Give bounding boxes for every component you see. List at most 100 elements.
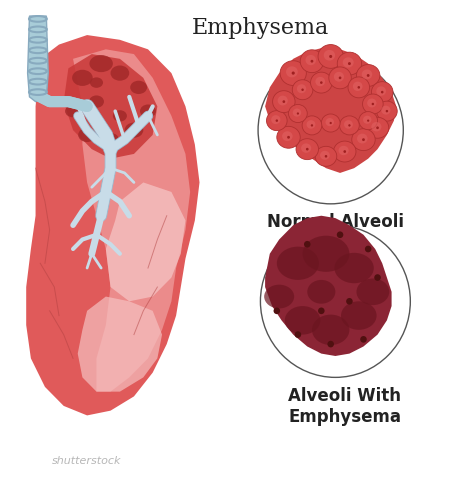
Ellipse shape	[277, 247, 319, 280]
Ellipse shape	[318, 46, 343, 69]
Circle shape	[295, 332, 301, 338]
Ellipse shape	[320, 152, 330, 160]
Ellipse shape	[326, 119, 334, 127]
Polygon shape	[27, 17, 48, 102]
Ellipse shape	[306, 56, 316, 66]
Ellipse shape	[72, 71, 93, 87]
Polygon shape	[73, 50, 190, 392]
Ellipse shape	[296, 139, 319, 160]
Ellipse shape	[366, 118, 389, 139]
Ellipse shape	[356, 279, 389, 305]
Text: Normal Alveoli: Normal Alveoli	[267, 213, 404, 231]
Circle shape	[348, 125, 351, 127]
Ellipse shape	[90, 78, 103, 89]
Ellipse shape	[352, 130, 375, 151]
Circle shape	[311, 125, 313, 127]
Circle shape	[357, 87, 360, 89]
Ellipse shape	[289, 105, 307, 123]
Circle shape	[275, 120, 278, 122]
Circle shape	[292, 72, 295, 75]
Circle shape	[374, 275, 381, 281]
Ellipse shape	[329, 68, 351, 90]
Circle shape	[376, 127, 379, 130]
Polygon shape	[106, 183, 185, 301]
Ellipse shape	[293, 109, 301, 118]
Circle shape	[367, 120, 369, 122]
Ellipse shape	[110, 66, 129, 82]
Ellipse shape	[376, 87, 386, 96]
Text: Emphysema: Emphysema	[192, 17, 329, 39]
Ellipse shape	[273, 92, 295, 113]
Circle shape	[283, 101, 285, 104]
Ellipse shape	[90, 56, 113, 73]
Ellipse shape	[307, 121, 315, 130]
Ellipse shape	[357, 134, 367, 144]
Circle shape	[320, 82, 323, 85]
Ellipse shape	[292, 81, 313, 100]
Ellipse shape	[335, 253, 374, 284]
Ellipse shape	[372, 83, 393, 103]
Ellipse shape	[102, 134, 119, 147]
Ellipse shape	[353, 83, 363, 92]
Ellipse shape	[377, 102, 397, 122]
Circle shape	[306, 148, 309, 151]
Ellipse shape	[280, 61, 306, 86]
Ellipse shape	[381, 107, 391, 115]
Ellipse shape	[334, 72, 344, 83]
Polygon shape	[265, 216, 392, 356]
Circle shape	[329, 122, 332, 125]
Ellipse shape	[89, 96, 104, 108]
Ellipse shape	[302, 117, 322, 136]
Circle shape	[343, 151, 346, 154]
Circle shape	[273, 308, 280, 314]
Circle shape	[339, 77, 341, 80]
Ellipse shape	[356, 65, 380, 87]
Ellipse shape	[264, 285, 294, 309]
Ellipse shape	[315, 147, 337, 167]
Circle shape	[318, 308, 325, 314]
Circle shape	[328, 341, 334, 348]
Ellipse shape	[312, 315, 349, 345]
Ellipse shape	[302, 236, 349, 272]
Ellipse shape	[130, 82, 147, 95]
Circle shape	[367, 75, 370, 78]
Ellipse shape	[140, 105, 156, 119]
Polygon shape	[78, 297, 162, 392]
Ellipse shape	[324, 51, 335, 61]
Ellipse shape	[266, 111, 287, 132]
Ellipse shape	[337, 53, 362, 76]
Circle shape	[304, 241, 310, 248]
Circle shape	[337, 232, 343, 239]
Ellipse shape	[315, 78, 325, 87]
Circle shape	[301, 89, 304, 92]
Text: Alveoli With
Emphysema: Alveoli With Emphysema	[288, 386, 401, 425]
Ellipse shape	[65, 106, 81, 118]
Ellipse shape	[363, 117, 372, 124]
Ellipse shape	[278, 96, 288, 106]
Circle shape	[348, 63, 351, 66]
Circle shape	[325, 156, 328, 158]
Ellipse shape	[344, 121, 353, 130]
Ellipse shape	[362, 70, 372, 80]
Ellipse shape	[321, 115, 340, 133]
Ellipse shape	[363, 95, 383, 115]
Circle shape	[362, 139, 365, 142]
Ellipse shape	[277, 127, 300, 149]
Circle shape	[365, 246, 372, 253]
Polygon shape	[26, 36, 200, 416]
Ellipse shape	[348, 78, 370, 98]
Ellipse shape	[338, 146, 349, 156]
Ellipse shape	[78, 129, 96, 143]
Ellipse shape	[113, 111, 127, 122]
Ellipse shape	[334, 142, 356, 163]
Ellipse shape	[282, 132, 292, 142]
Ellipse shape	[359, 112, 377, 131]
Text: shutterstock: shutterstock	[52, 456, 122, 466]
Ellipse shape	[371, 123, 382, 132]
Ellipse shape	[307, 280, 336, 304]
Circle shape	[346, 299, 353, 305]
Ellipse shape	[367, 99, 376, 108]
Circle shape	[310, 60, 313, 63]
Circle shape	[360, 336, 367, 343]
Ellipse shape	[286, 67, 298, 78]
